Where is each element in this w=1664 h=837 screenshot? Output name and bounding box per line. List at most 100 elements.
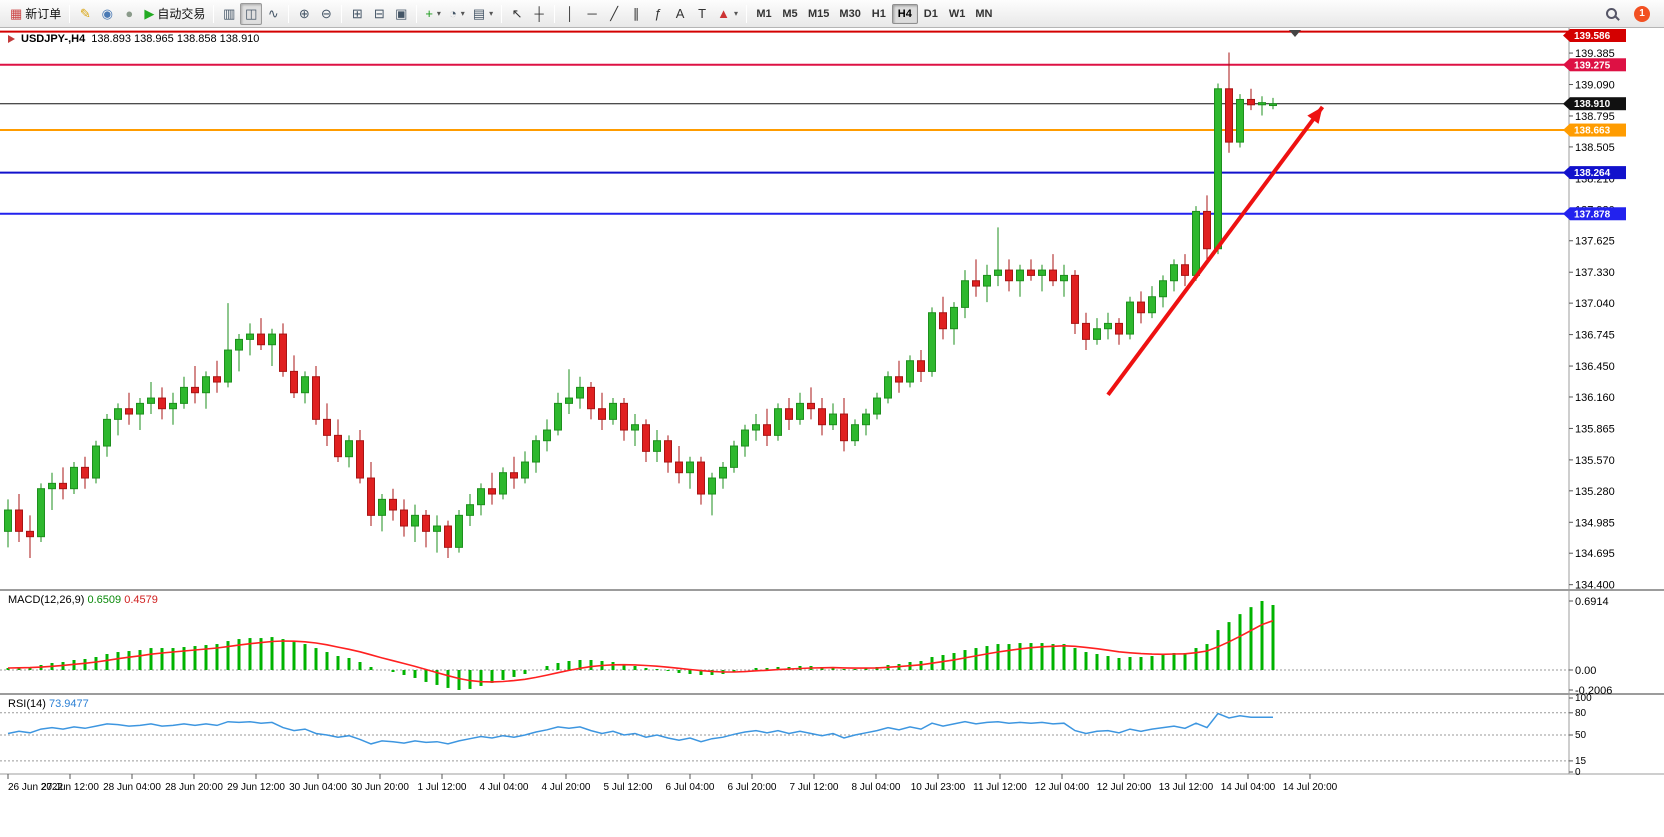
candle	[1093, 318, 1101, 345]
candle	[543, 419, 551, 452]
toolbar-separator	[341, 4, 343, 23]
candle	[697, 456, 705, 505]
time-axis-label: 28 Jun 04:00	[103, 782, 161, 793]
timeframe-mn-button[interactable]: MN	[975, 7, 993, 20]
tile-windows-button[interactable]: ⊞	[346, 3, 368, 25]
text-label-button[interactable]: T	[691, 3, 713, 25]
candle	[664, 435, 672, 473]
candle	[609, 398, 617, 425]
svg-text:139.275: 139.275	[1574, 60, 1611, 71]
candle	[796, 392, 804, 425]
time-axis-label: 14 Jul 04:00	[1221, 782, 1276, 793]
candle	[741, 424, 749, 457]
zoom-in-button[interactable]: ⊕	[293, 3, 315, 25]
candle	[928, 307, 936, 377]
trend-arrow[interactable]	[1106, 105, 1325, 397]
candle	[202, 371, 210, 409]
new-order-button[interactable]: ▦ 新订单	[6, 3, 65, 25]
candle	[1126, 296, 1134, 340]
mql5-button[interactable]: ◉	[96, 3, 118, 25]
time-axis-label: 27 Jun 12:00	[41, 782, 99, 793]
fibonacci-button[interactable]: ƒ	[647, 3, 669, 25]
candle	[1159, 275, 1167, 308]
timeframe-w1-button[interactable]: W1	[948, 7, 966, 20]
bar-chart-button[interactable]: ▥	[218, 3, 240, 25]
candle	[81, 456, 89, 489]
metaeditor-button[interactable]: ✎	[74, 3, 96, 25]
line-chart-button[interactable]: ∿	[262, 3, 284, 25]
timeframe-m15-button[interactable]: M15	[808, 7, 830, 20]
candle	[906, 355, 914, 388]
chart-canvas[interactable]: 139.385139.090138.795138.505138.210137.9…	[0, 28, 1664, 837]
chevron-down-icon: ▾	[436, 9, 441, 18]
candle	[1181, 254, 1189, 287]
chart-window[interactable]: 139.385139.090138.795138.505138.210137.9…	[0, 28, 1664, 837]
price-badge: 139.275	[1563, 58, 1626, 72]
candle	[807, 387, 815, 420]
candle	[1214, 83, 1222, 255]
horizontal-line-button[interactable]: ─	[581, 3, 603, 25]
market-button[interactable]: ●	[118, 3, 140, 25]
text-button[interactable]: A	[669, 3, 691, 25]
candle	[829, 403, 837, 431]
time-axis-label: 5 Jul 12:00	[604, 782, 653, 793]
candle	[499, 467, 507, 500]
toolbar-separator	[69, 4, 71, 23]
time-axis-label: 4 Jul 20:00	[542, 782, 591, 793]
periods-button[interactable]: ◔ ▾	[445, 3, 469, 25]
candle	[235, 334, 243, 372]
candle	[323, 403, 331, 447]
crosshair-icon: ┼	[534, 6, 544, 21]
toolbar-separator	[746, 4, 748, 23]
candle	[213, 360, 221, 393]
cursor-button[interactable]: ↖	[506, 3, 528, 25]
vertical-line-button[interactable]: │	[559, 3, 581, 25]
candle	[851, 419, 859, 447]
macd-main-value: 0.6509	[87, 594, 122, 606]
candle	[532, 435, 540, 473]
price-axis-label: 134.400	[1575, 580, 1615, 592]
toolbar-right: 1	[1600, 3, 1658, 25]
notifications-button[interactable]: 1	[1630, 3, 1654, 25]
line-chart-icon: ∿	[267, 6, 279, 21]
price-axis-label: 137.625	[1575, 236, 1615, 248]
indicators-button[interactable]: + ▾	[421, 3, 445, 25]
clock-icon: ◔	[448, 6, 457, 21]
zoom-out-button[interactable]: ⊖	[315, 3, 337, 25]
trendline-icon: ╱	[610, 6, 619, 21]
timeframe-d1-button[interactable]: D1	[923, 7, 938, 20]
text-icon: A	[675, 6, 685, 21]
price-axis-label: 138.795	[1575, 111, 1615, 123]
candle	[752, 414, 760, 441]
candle	[1082, 312, 1090, 351]
candle	[191, 366, 199, 404]
candle	[1225, 52, 1233, 153]
autotrading-button-label: 自动交易	[157, 7, 206, 21]
timeframe-m30-button[interactable]: M30	[839, 7, 861, 20]
macd-indicator-label: MACD(12,26,9) 0.6509 0.4579	[8, 594, 158, 606]
new-order-button-label: 新订单	[25, 7, 62, 21]
autotrading-button[interactable]: ▶ 自动交易	[140, 3, 209, 25]
timeframe-m1-button[interactable]: M1	[756, 7, 772, 20]
time-axis-label: 30 Jun 20:00	[351, 782, 409, 793]
timeframe-m5-button[interactable]: M5	[782, 7, 798, 20]
shapes-button[interactable]: ▲ ▾	[713, 3, 742, 25]
timeframe-h4-button[interactable]: H4	[891, 3, 918, 24]
candle	[873, 392, 881, 420]
templates-button[interactable]: ▤ ▾	[469, 3, 497, 25]
time-axis-label: 28 Jun 20:00	[165, 782, 223, 793]
candle	[389, 488, 397, 521]
chart-shift-marker[interactable]	[1289, 30, 1301, 37]
candle	[631, 414, 639, 447]
timeframe-h1-button[interactable]: H1	[871, 7, 886, 20]
candlestick-chart-button[interactable]: ◫	[240, 2, 263, 25]
crosshair-button[interactable]: ┼	[528, 3, 550, 25]
trendline-button[interactable]: ╱	[603, 3, 625, 25]
channel-button[interactable]: ∥	[625, 3, 647, 25]
candle	[59, 467, 67, 500]
one-click-trading-toggle[interactable]	[8, 35, 15, 43]
arrange-windows-button[interactable]: ▣	[390, 3, 412, 25]
search-button[interactable]	[1600, 3, 1622, 25]
cascade-windows-button[interactable]: ⊟	[368, 3, 390, 25]
candle	[48, 472, 56, 511]
